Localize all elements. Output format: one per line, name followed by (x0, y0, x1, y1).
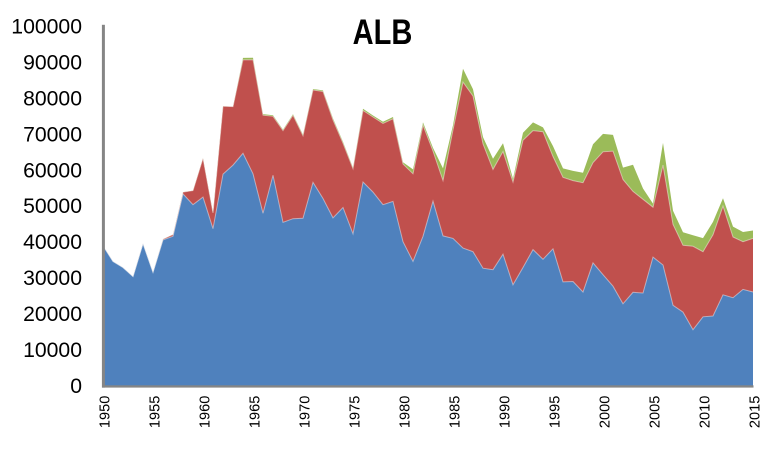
svg-text:30000: 30000 (23, 267, 82, 290)
svg-text:40000: 40000 (23, 231, 82, 254)
svg-text:50000: 50000 (23, 195, 82, 218)
svg-text:90000: 90000 (23, 52, 82, 75)
svg-text:60000: 60000 (23, 159, 82, 182)
svg-text:1990: 1990 (498, 396, 514, 428)
svg-text:80000: 80000 (23, 88, 82, 111)
svg-text:1955: 1955 (148, 396, 164, 428)
svg-text:2010: 2010 (698, 396, 714, 428)
svg-text:1985: 1985 (448, 396, 464, 428)
svg-text:20000: 20000 (23, 303, 82, 326)
svg-text:1950: 1950 (98, 396, 114, 428)
svg-text:1995: 1995 (548, 396, 564, 428)
svg-text:10000: 10000 (23, 339, 82, 362)
svg-text:ALB: ALB (353, 12, 413, 51)
svg-text:1965: 1965 (248, 396, 264, 428)
svg-text:1975: 1975 (348, 396, 364, 428)
svg-text:100000: 100000 (11, 16, 82, 39)
svg-text:0: 0 (70, 375, 82, 398)
svg-text:2005: 2005 (648, 396, 664, 428)
svg-text:1970: 1970 (298, 396, 314, 428)
svg-text:70000: 70000 (23, 123, 82, 146)
svg-text:2000: 2000 (598, 396, 614, 428)
svg-text:1960: 1960 (198, 396, 214, 428)
svg-text:1980: 1980 (398, 396, 414, 428)
svg-text:2015: 2015 (748, 396, 764, 428)
